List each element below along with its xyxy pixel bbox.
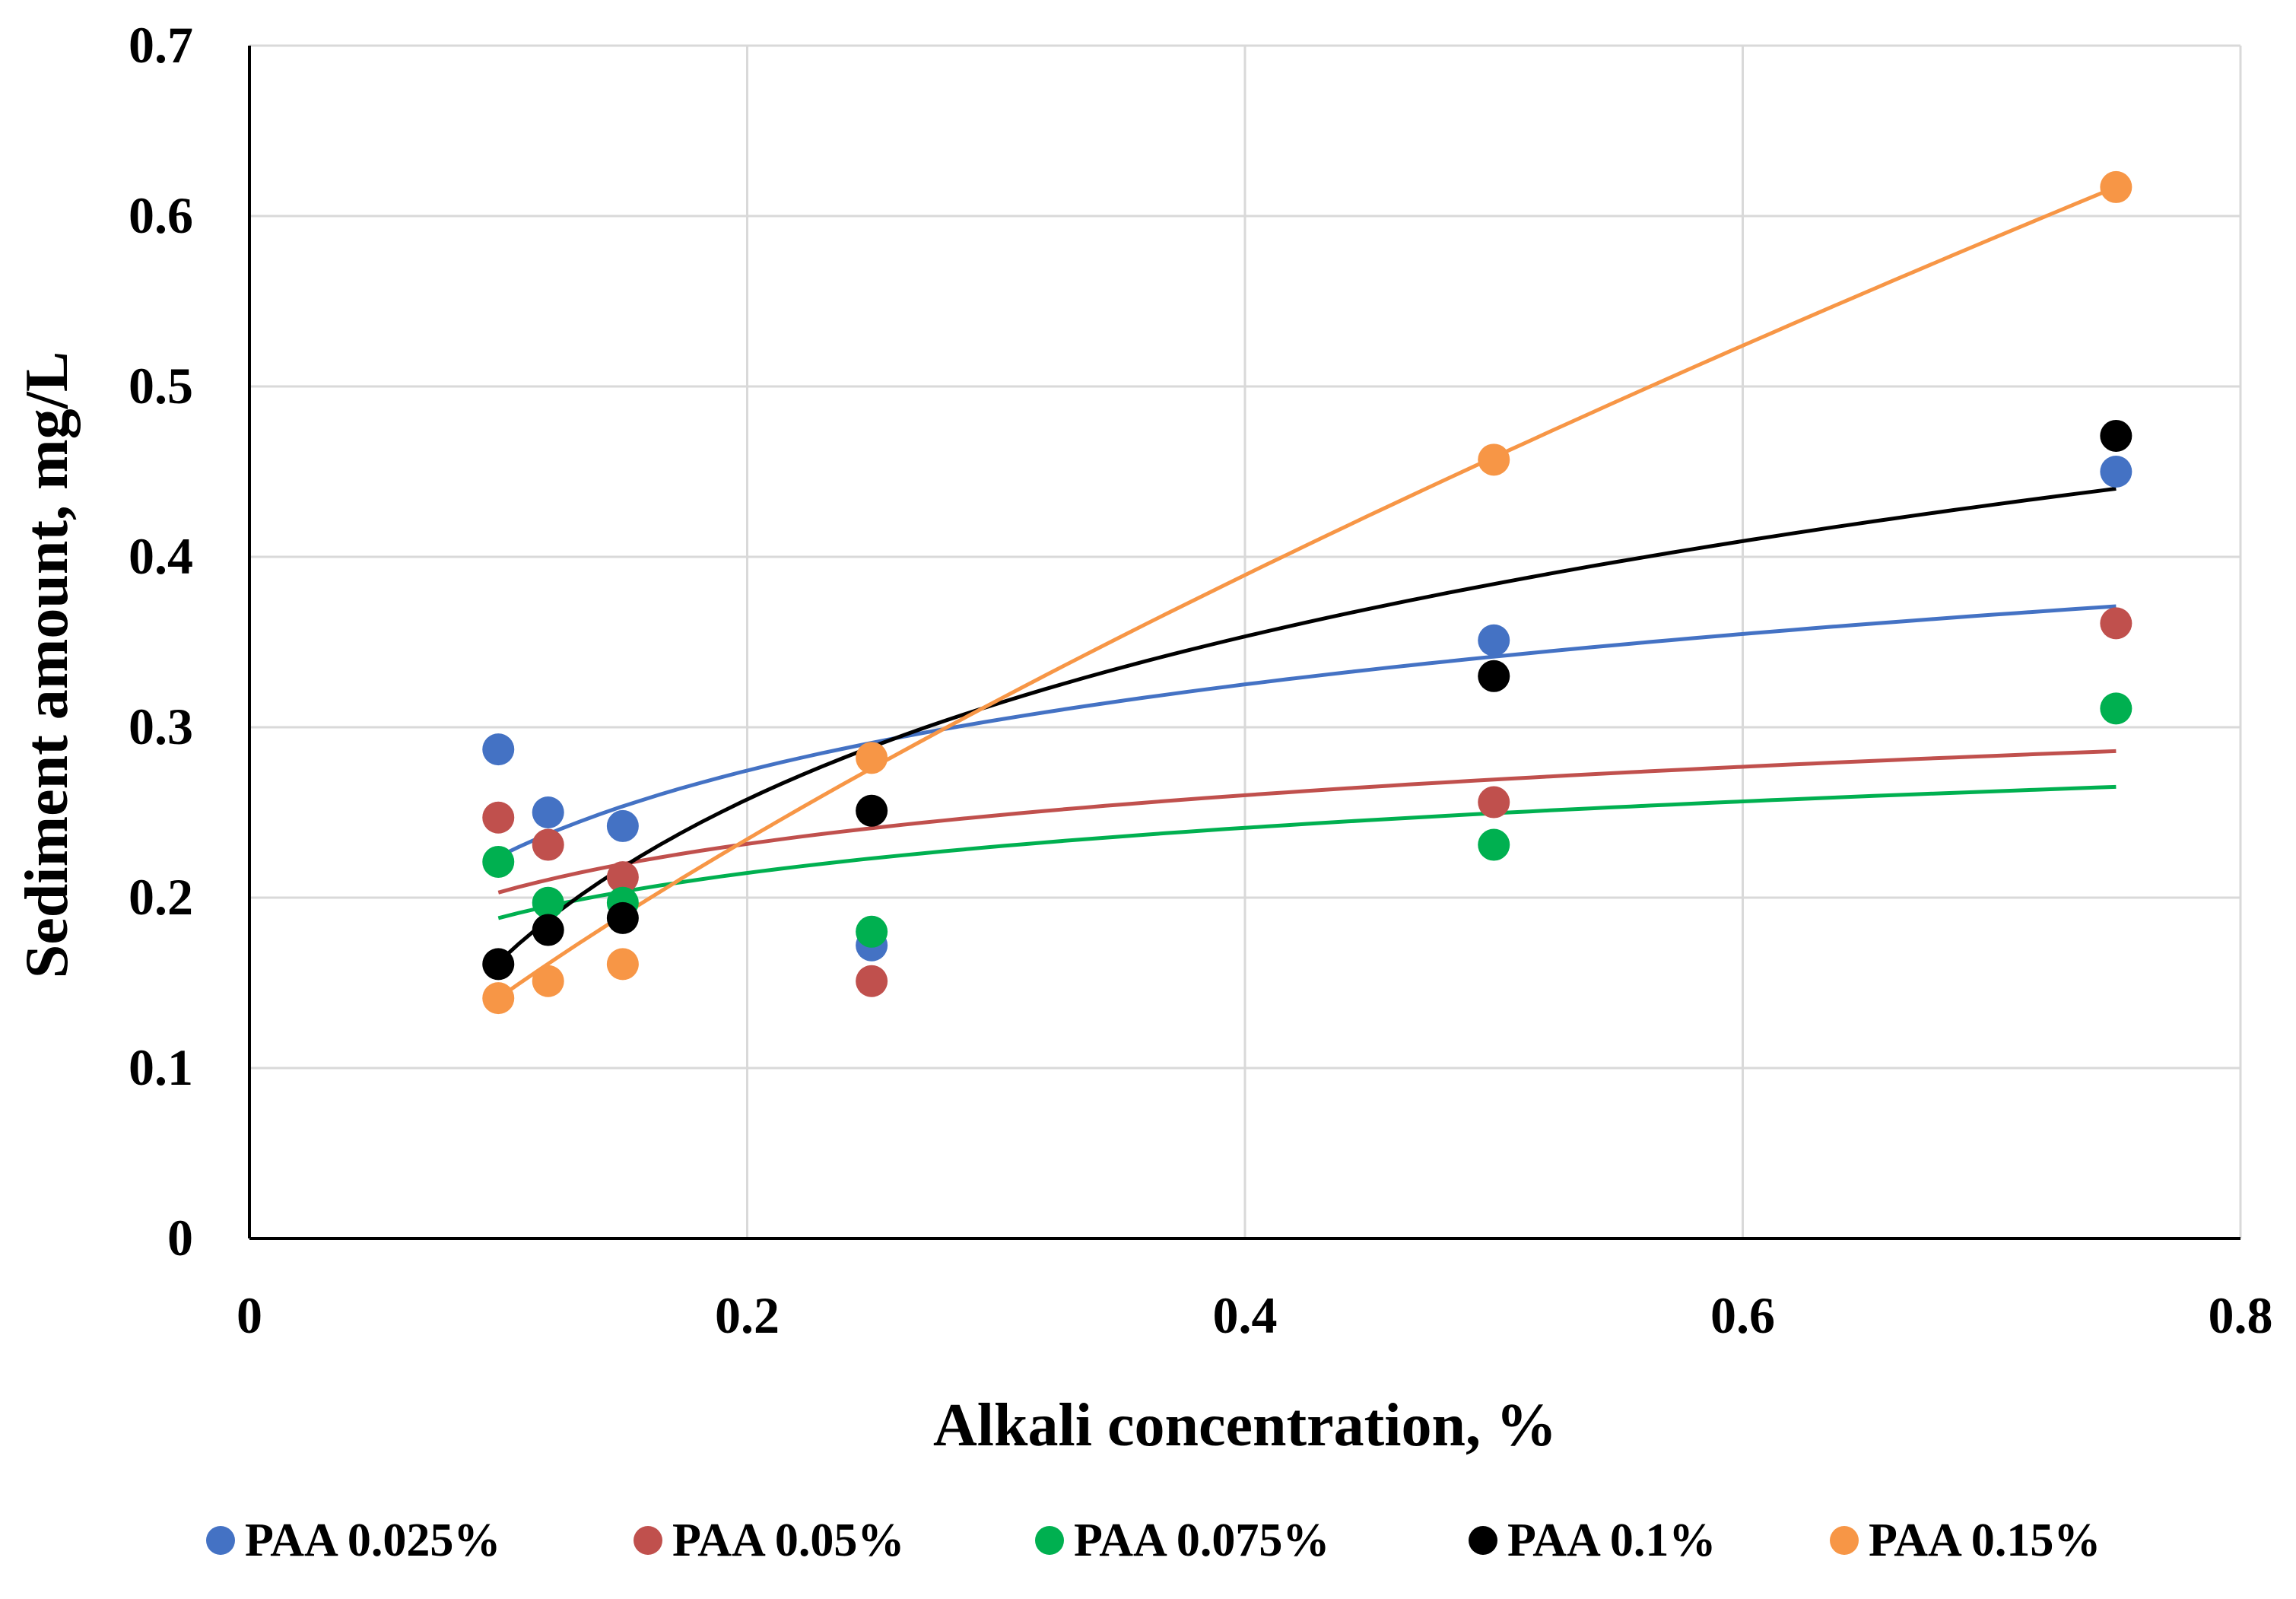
data-point: [482, 982, 515, 1015]
data-point: [1478, 443, 1510, 476]
y-tick-label: 0.2: [129, 868, 193, 926]
data-point: [606, 901, 639, 934]
legend-marker: [634, 1526, 662, 1555]
x-tick-label: 0.2: [715, 1286, 780, 1344]
data-point: [482, 845, 515, 878]
data-point: [1478, 828, 1510, 861]
trendline: [497, 185, 2117, 1000]
data-point: [2100, 419, 2132, 452]
data-point: [1478, 624, 1510, 656]
legend-marker: [1830, 1526, 1859, 1555]
legend-marker: [1469, 1526, 1497, 1555]
y-tick-label: 0.3: [129, 698, 193, 755]
x-tick-label: 0.8: [2209, 1286, 2273, 1344]
data-point: [2100, 607, 2132, 640]
data-point: [606, 809, 639, 842]
legend-label: PAA 0.1%: [1507, 1515, 1716, 1566]
y-axis-title: Sediment amount, mg/L: [14, 351, 81, 979]
y-tick-label: 0.7: [129, 16, 193, 74]
legend-label: PAA 0.025%: [245, 1515, 500, 1566]
data-point: [856, 794, 888, 827]
data-point: [532, 828, 564, 861]
data-point: [1478, 660, 1510, 692]
x-axis-title: Alkali concentration, %: [933, 1392, 1557, 1459]
data-point: [2100, 456, 2132, 488]
y-tick-label: 0: [167, 1209, 193, 1267]
trendline: [497, 749, 2117, 895]
trendline: [497, 784, 2117, 920]
data-point: [532, 914, 564, 946]
data-point: [606, 948, 639, 981]
y-tick-label: 0.1: [129, 1038, 193, 1096]
y-tick-label: 0.5: [129, 357, 193, 415]
data-point: [482, 948, 515, 981]
data-point: [532, 796, 564, 828]
legend-marker: [1035, 1526, 1064, 1555]
x-tick-label: 0.6: [1710, 1286, 1775, 1344]
x-tick-label: 0.4: [1213, 1286, 1278, 1344]
legend: PAA 0.025% PAA 0.05% PAA 0.075% PAA 0.1% PAA…: [206, 1515, 2101, 1566]
axes: [248, 46, 2240, 1240]
data-point: [856, 965, 888, 997]
y-tick-label: 0.6: [129, 186, 193, 244]
data-point: [856, 742, 888, 774]
data-point: [482, 801, 515, 834]
legend-label: PAA 0.15%: [1869, 1515, 2101, 1566]
data-point: [482, 733, 515, 766]
data-point: [532, 965, 564, 997]
trendline: [497, 486, 2117, 964]
data-point: [2100, 170, 2132, 203]
legend-marker: [206, 1526, 235, 1555]
data-point: [856, 915, 888, 948]
data-point: [532, 886, 564, 919]
x-tick-label: 0: [237, 1286, 262, 1344]
data-point: [1478, 786, 1510, 819]
tick-labels: 0 0.2 0.4 0.6 0.8 0 0.1 0.2 0.3 0.4 0.5 0.6 0.7: [129, 16, 2273, 1344]
legend-label: PAA 0.05%: [672, 1515, 904, 1566]
legend-label: PAA 0.075%: [1074, 1515, 1329, 1566]
data-points: [482, 170, 2132, 1015]
data-point: [606, 861, 639, 894]
grid-lines: [249, 44, 2242, 1238]
trendlines: [497, 185, 2117, 1000]
y-tick-label: 0.4: [129, 527, 193, 585]
trendline: [497, 604, 2117, 859]
data-point: [2100, 692, 2132, 725]
